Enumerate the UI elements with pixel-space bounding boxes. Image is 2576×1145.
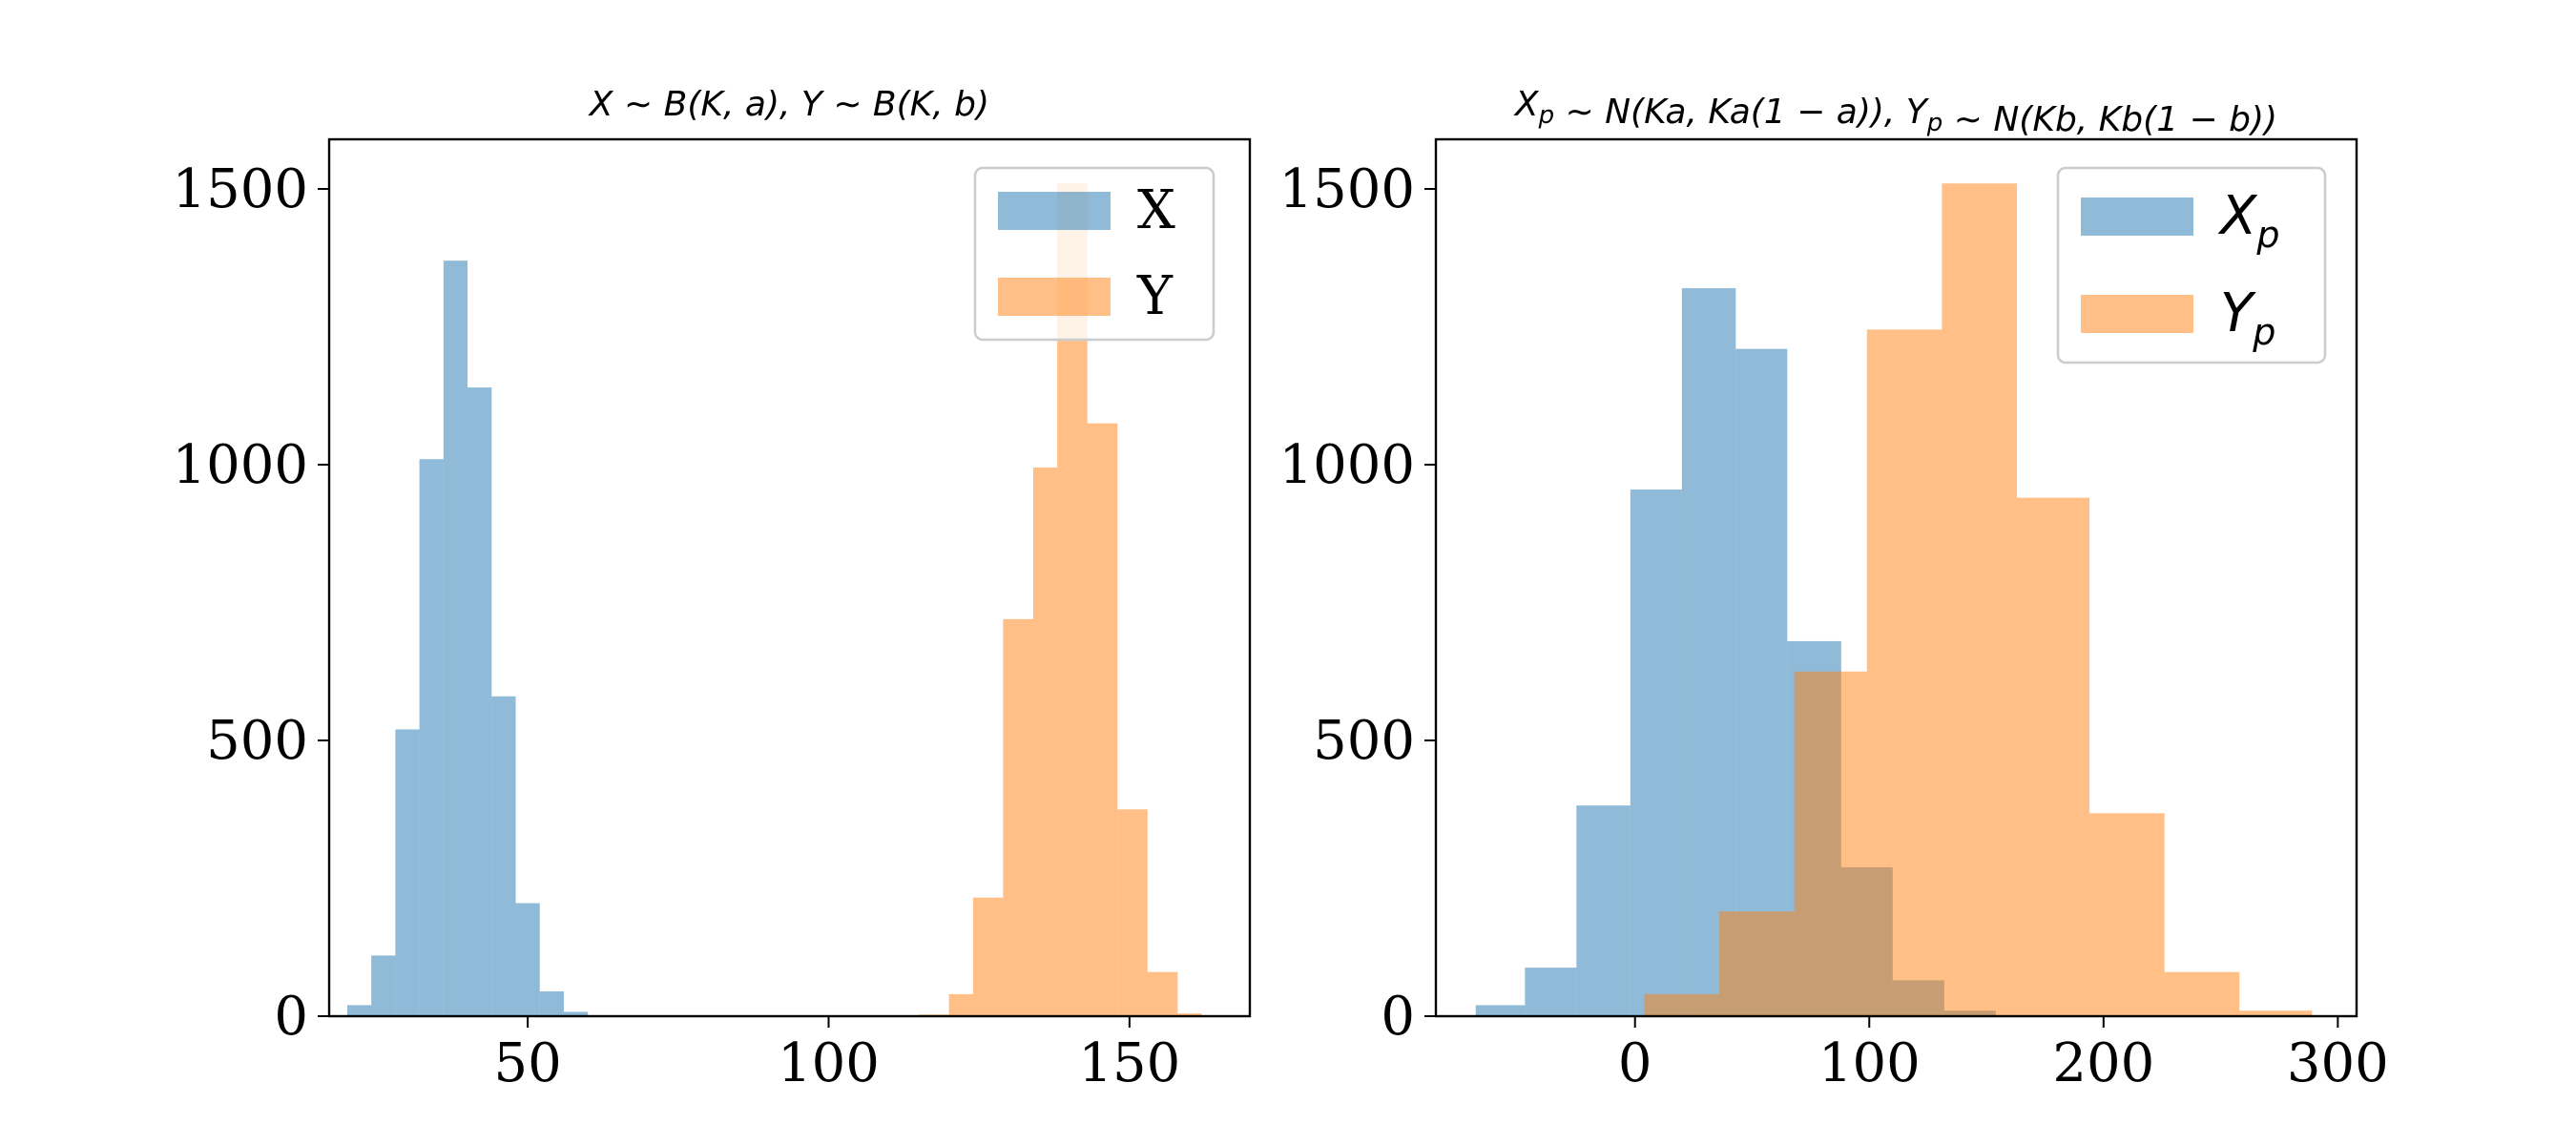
x-tick-label: 300 (2287, 1032, 2389, 1094)
x-tick-label: 100 (1818, 1032, 1921, 1094)
bar-xp-1 (1525, 968, 1577, 1016)
x-tick-label: 150 (1078, 1032, 1180, 1094)
legend-label-xp: Xp (2217, 185, 2280, 256)
y-tick-label: 1500 (172, 158, 308, 220)
legend-swatch-x (998, 192, 1111, 230)
bar-xp-5 (1735, 348, 1788, 1016)
bar-yp-7 (2164, 971, 2240, 1016)
legend-box (2056, 166, 2327, 364)
y-tick-label: 500 (206, 710, 308, 772)
bar-y-9 (1177, 1013, 1202, 1016)
bar-yp-6 (2089, 813, 2165, 1016)
right-histogram-panel: 0 100 200 300 0 500 1000 1500 Xp ∼ N(Ka, Ka(1 − … (1278, 85, 2388, 1094)
y-tick-label: 0 (274, 986, 308, 1048)
bar-yp-5 (2016, 497, 2090, 1016)
legend-label-y: Y (1136, 265, 1174, 327)
bar-xp-0 (1475, 1005, 1526, 1016)
x-tick-label: 50 (494, 1032, 562, 1094)
bar-x-5 (467, 387, 492, 1016)
legend: Xp Yp (2056, 166, 2327, 364)
y-tick-label: 1500 (1278, 158, 1415, 220)
bar-x-2 (395, 729, 420, 1016)
axes-frame (327, 137, 1252, 1018)
bar-yp-4 (1942, 183, 2017, 1016)
y-tick-label: 500 (1313, 710, 1415, 772)
bar-yp-2 (1794, 671, 1867, 1016)
series-yp (1644, 183, 2313, 1017)
bar-y-6 (1087, 423, 1118, 1016)
y-tick-label: 0 (1381, 986, 1415, 1048)
legend-swatch-xp (2081, 198, 2193, 236)
axes-frame (1434, 137, 2358, 1018)
bar-x-3 (419, 459, 444, 1017)
chart-title: X ∼ B(K, a), Y ∼ B(K, b) (588, 85, 989, 124)
bar-xp-3 (1630, 489, 1682, 1016)
bar-xp-4 (1681, 288, 1736, 1016)
bar-x-1 (371, 955, 396, 1016)
x-tick-label: 200 (2052, 1032, 2154, 1094)
bar-y-2 (972, 897, 1004, 1016)
bar-xp-2 (1576, 805, 1631, 1016)
bar-x-9 (563, 1011, 589, 1016)
bar-y-3 (1003, 618, 1033, 1016)
y-tick-label: 1000 (1278, 434, 1415, 496)
bar-y-1 (948, 993, 973, 1016)
bar-yp-0 (1644, 993, 1720, 1016)
legend-swatch-y (998, 278, 1111, 316)
legend-label-x: X (1137, 179, 1175, 241)
bar-x-7 (515, 903, 540, 1016)
series-x (346, 260, 589, 1017)
bar-yp-8 (2239, 1010, 2313, 1016)
chart-title: Xp ∼ N(Ka, Ka(1 − a)), Yp ∼ N(Kb, Kb(1 −… (1513, 85, 2277, 139)
bar-x-4 (443, 260, 468, 1016)
bar-x-6 (491, 696, 516, 1016)
legend: XY (973, 166, 1215, 342)
x-tick-label: 100 (778, 1032, 880, 1094)
bar-x-8 (539, 990, 564, 1016)
bar-x-0 (346, 1005, 372, 1016)
x-tick-label: 0 (1618, 1032, 1652, 1094)
legend-label-yp: Yp (2220, 282, 2275, 353)
bar-y-7 (1117, 809, 1148, 1016)
bar-y-4 (1032, 467, 1058, 1016)
bar-yp-3 (1866, 329, 1942, 1017)
y-tick-label: 1000 (172, 434, 308, 496)
bar-yp-1 (1719, 911, 1795, 1016)
bar-y-8 (1147, 971, 1178, 1016)
legend-swatch-yp (2081, 295, 2193, 333)
